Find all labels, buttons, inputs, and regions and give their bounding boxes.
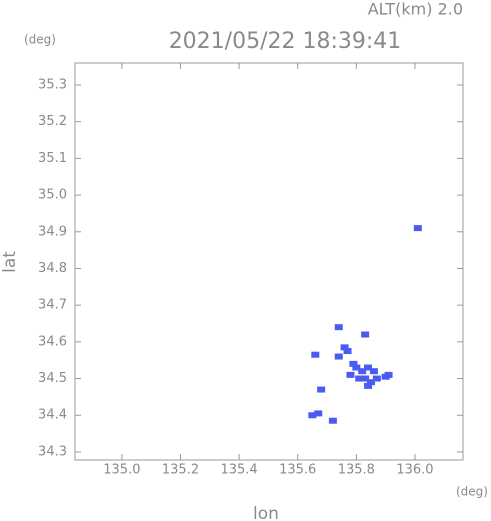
echo-point — [366, 379, 375, 386]
x-axis-label: lon — [253, 504, 279, 521]
y-tick-label: 35.3 — [38, 78, 67, 93]
y-tick-label: 34.8 — [38, 261, 67, 276]
echo-point — [355, 375, 364, 382]
echo-point — [358, 368, 367, 375]
echo-point — [364, 382, 373, 389]
echo-point — [413, 225, 422, 232]
echo-point — [314, 410, 323, 417]
echo-point — [340, 344, 349, 351]
chart-title: 2021/05/22 18:39:41 — [169, 29, 402, 54]
y-tick-label: 35.1 — [38, 151, 67, 166]
y-tick-label: 34.6 — [38, 334, 67, 349]
x-tick-label: 135.0 — [103, 463, 140, 478]
echo-point — [328, 417, 337, 424]
echo-point — [352, 364, 361, 371]
y-tick-label: 34.3 — [38, 444, 67, 459]
y-tick-label: 35.2 — [38, 114, 67, 129]
x-tick-label: 136.0 — [396, 463, 433, 478]
y-tick-label: 34.9 — [38, 224, 67, 239]
echo-point — [311, 351, 320, 358]
chart-subtitle: ALT(km) 2.0 — [368, 0, 463, 19]
y-tick-label: 34.4 — [38, 408, 67, 423]
echo-point — [343, 348, 352, 355]
y-axis-label: lat — [0, 251, 20, 273]
echo-point — [308, 412, 317, 419]
echo-point — [364, 364, 373, 371]
y-tick-label: 35.0 — [38, 188, 67, 203]
echo-point — [334, 353, 343, 360]
echo-point — [346, 371, 355, 378]
y-tick-label: 34.5 — [38, 371, 67, 386]
echo-point — [334, 324, 343, 331]
x-tick-label: 135.8 — [338, 463, 375, 478]
x-tick-label: 135.4 — [220, 463, 257, 478]
echo-point — [361, 331, 370, 338]
echo-point — [369, 368, 378, 375]
x-unit: (deg) — [456, 485, 488, 499]
plot-frame — [74, 62, 464, 461]
echo-point — [349, 360, 358, 367]
x-tick-label: 135.2 — [162, 463, 199, 478]
x-tick-label: 135.6 — [279, 463, 316, 478]
y-tick-label: 34.7 — [38, 298, 67, 313]
y-unit: (deg) — [24, 33, 56, 47]
echo-point — [361, 375, 370, 382]
echo-point — [381, 373, 390, 380]
echo-point — [317, 386, 326, 393]
echo-point — [372, 375, 381, 382]
